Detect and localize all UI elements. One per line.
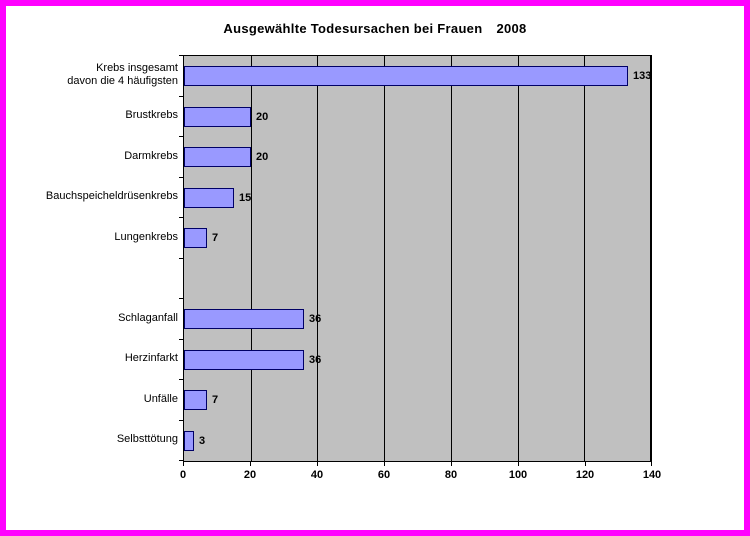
chart-title: Ausgewählte Todesursachen bei Frauen 2008	[6, 21, 744, 36]
category-label-text: Darmkrebs	[124, 149, 178, 162]
gridline	[518, 56, 519, 461]
bar-value-label: 3	[199, 435, 206, 447]
y-axis-tick	[179, 298, 183, 299]
y-axis-tick	[179, 460, 183, 461]
x-axis-label: 100	[508, 469, 528, 481]
bar	[184, 188, 234, 208]
category-label-text: Brustkrebs	[125, 109, 178, 122]
category-label: Herzinfarkt	[6, 339, 178, 380]
x-axis-tick	[651, 462, 652, 466]
category-label-text: Selbsttötung	[116, 433, 178, 446]
bar	[184, 431, 194, 451]
bar	[184, 147, 251, 167]
gridline	[451, 56, 452, 461]
category-label-text: Schlaganfall	[118, 311, 178, 324]
y-axis-tick	[179, 177, 183, 178]
gridline	[251, 56, 252, 461]
category-label: Unfälle	[6, 379, 178, 420]
bar-value-label: 20	[256, 111, 269, 123]
x-axis-tick	[317, 462, 318, 466]
category-label: Schlaganfall	[6, 298, 178, 339]
y-axis-tick	[179, 258, 183, 259]
x-axis-tick	[518, 462, 519, 466]
x-axis-tick	[183, 462, 184, 466]
y-axis-tick	[179, 379, 183, 380]
x-axis-label: 20	[243, 469, 257, 481]
category-label: Brustkrebs	[6, 96, 178, 137]
x-axis-label: 120	[575, 469, 595, 481]
y-axis-tick	[179, 339, 183, 340]
gridline	[317, 56, 318, 461]
category-label-text: Krebs insgesamt davon die 4 häufigsten	[67, 62, 178, 88]
category-label-text: Unfälle	[143, 392, 178, 405]
plot-area: 133 20 20 15 7 36 36 7 3	[183, 55, 652, 462]
x-axis-tick	[250, 462, 251, 466]
x-axis-tick	[585, 462, 586, 466]
gridline	[584, 56, 585, 461]
x-axis-label: 60	[377, 469, 391, 481]
category-label: Darmkrebs	[6, 136, 178, 177]
gridline	[384, 56, 385, 461]
bar-value-label: 36	[309, 313, 322, 325]
y-axis-tick	[179, 217, 183, 218]
category-label: Bauchspeicheldrüsenkrebs	[6, 177, 178, 218]
y-axis-tick	[179, 55, 183, 56]
chart-title-year: 2008	[496, 21, 527, 36]
y-axis-tick	[179, 420, 183, 421]
x-axis-label: 80	[444, 469, 458, 481]
bar	[184, 350, 304, 370]
bar-value-label: 7	[212, 232, 219, 244]
bar-value-label: 20	[256, 151, 269, 163]
bar	[184, 228, 207, 248]
bar-value-label: 15	[239, 192, 252, 204]
bar-value-label: 36	[309, 354, 322, 366]
bar	[184, 390, 207, 410]
y-axis-tick	[179, 96, 183, 97]
y-axis-tick	[179, 136, 183, 137]
bar	[184, 66, 628, 86]
x-axis-tick	[384, 462, 385, 466]
bar	[184, 309, 304, 329]
category-label-text: Lungenkrebs	[114, 230, 178, 243]
x-axis-label: 140	[642, 469, 662, 481]
x-axis-label: 0	[179, 469, 187, 481]
category-label: Lungenkrebs	[6, 217, 178, 258]
chart-title-text: Ausgewählte Todesursachen bei Frauen	[223, 21, 483, 36]
category-label-text: Herzinfarkt	[124, 352, 178, 365]
category-label: Selbsttötung	[6, 420, 178, 461]
x-axis-tick	[451, 462, 452, 466]
category-label: Krebs insgesamt davon die 4 häufigsten	[6, 55, 178, 96]
x-axis-label: 40	[310, 469, 324, 481]
bar-value-label: 133	[633, 70, 652, 82]
bar-value-label: 7	[212, 394, 219, 406]
category-label-text: Bauchspeicheldrüsenkrebs	[45, 190, 178, 203]
gridline	[650, 56, 651, 461]
bar	[184, 107, 251, 127]
